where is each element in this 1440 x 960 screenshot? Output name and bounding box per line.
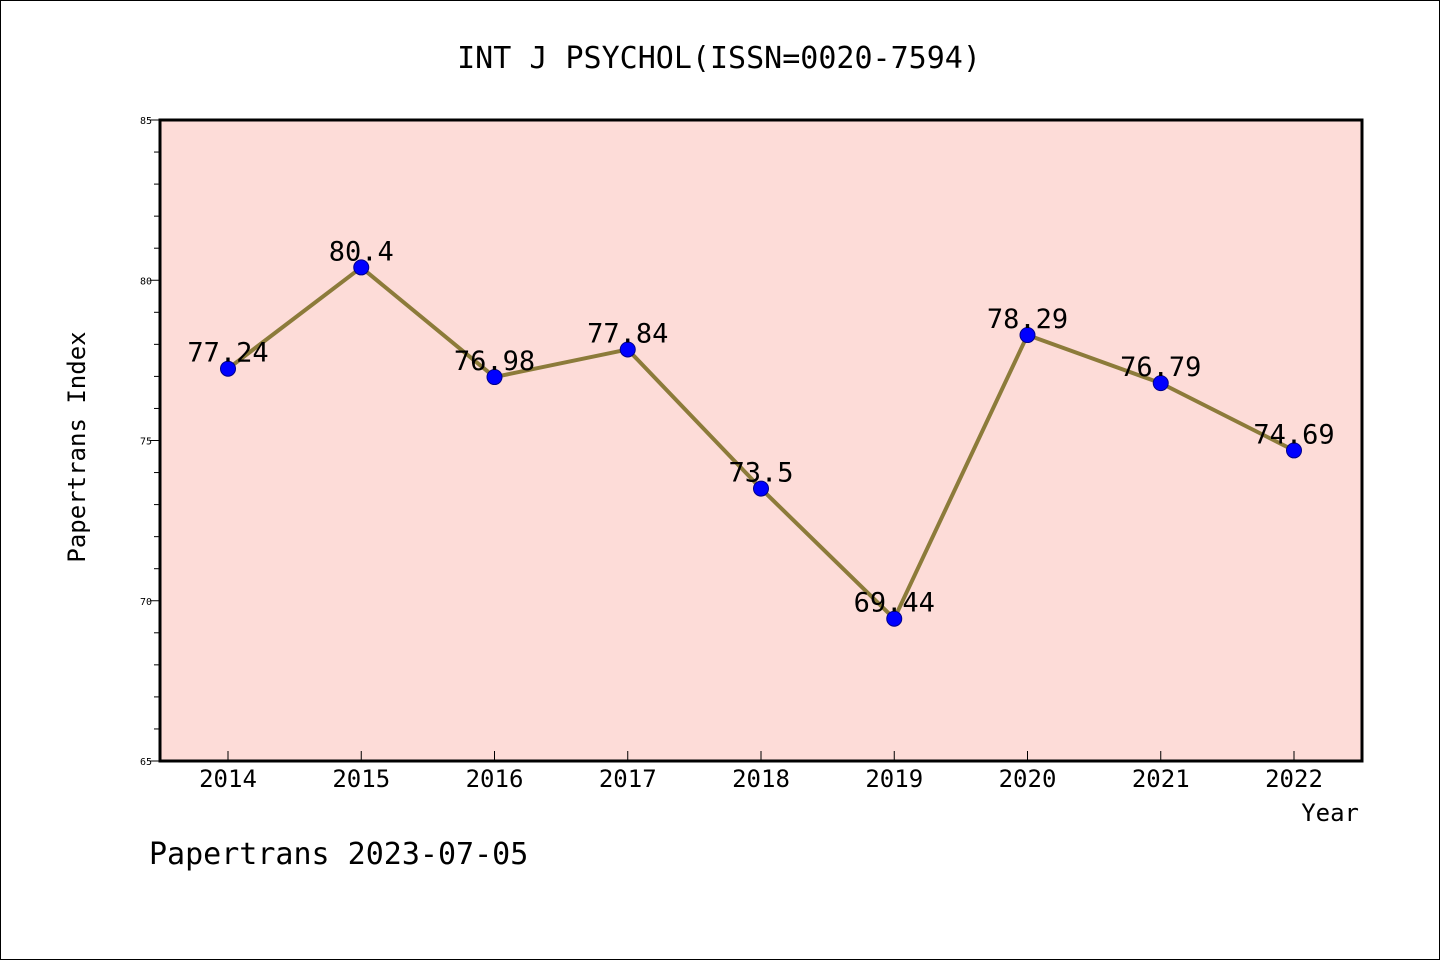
x-tick-label: 2018 [732,765,790,793]
y-axis-label: Papertrans Index [63,331,91,562]
data-label: 69.44 [854,588,935,619]
data-point [619,341,636,358]
data-label: 77.84 [587,318,668,349]
x-axis-label: Year [1301,799,1359,827]
data-point [1019,327,1036,344]
data-point [1152,375,1169,392]
y-tick-label: 85 [140,116,152,127]
data-point [486,369,503,386]
data-label: 76.79 [1120,352,1201,383]
y-axis: 65 70 75 80 85 [140,116,160,768]
chart-title: INT J PSYCHOL(ISSN=0020-7594) [457,41,981,76]
data-label: 76.98 [454,346,535,377]
data-label: 73.5 [728,458,793,489]
marker-group [220,259,1302,627]
data-point [886,610,903,627]
x-tick-label: 2015 [332,765,390,793]
x-axis: 2014 2015 2016 2017 2018 2019 2020 2021 2022 [199,751,1323,793]
y-tick-label: 80 [140,276,152,287]
data-label: 78.29 [987,304,1068,335]
data-label: 77.24 [187,338,268,369]
data-point [220,360,236,377]
x-tick-label: 2014 [199,765,257,793]
y-tick-label: 75 [140,437,152,448]
x-tick-label: 2016 [466,765,524,793]
y-tick-label: 65 [140,757,152,768]
x-tick-label: 2021 [1132,765,1190,793]
plot-border [158,118,1364,763]
data-label: 80.4 [329,236,394,267]
data-point [353,259,370,276]
data-label: 74.69 [1253,419,1334,450]
data-point [1286,442,1302,459]
x-tick-label: 2020 [999,765,1057,793]
y-tick-label: 70 [140,597,152,608]
x-tick-label: 2017 [599,765,657,793]
x-tick-label: 2022 [1265,765,1323,793]
plot-area [160,120,1362,761]
footer-text: Papertrans 2023-07-05 [149,837,528,872]
data-point [753,480,769,497]
data-label-group: 77.24 80.4 76.98 77.84 73.5 69.44 78.29 76.79 74… [187,236,1334,618]
x-tick-label: 2019 [865,765,923,793]
